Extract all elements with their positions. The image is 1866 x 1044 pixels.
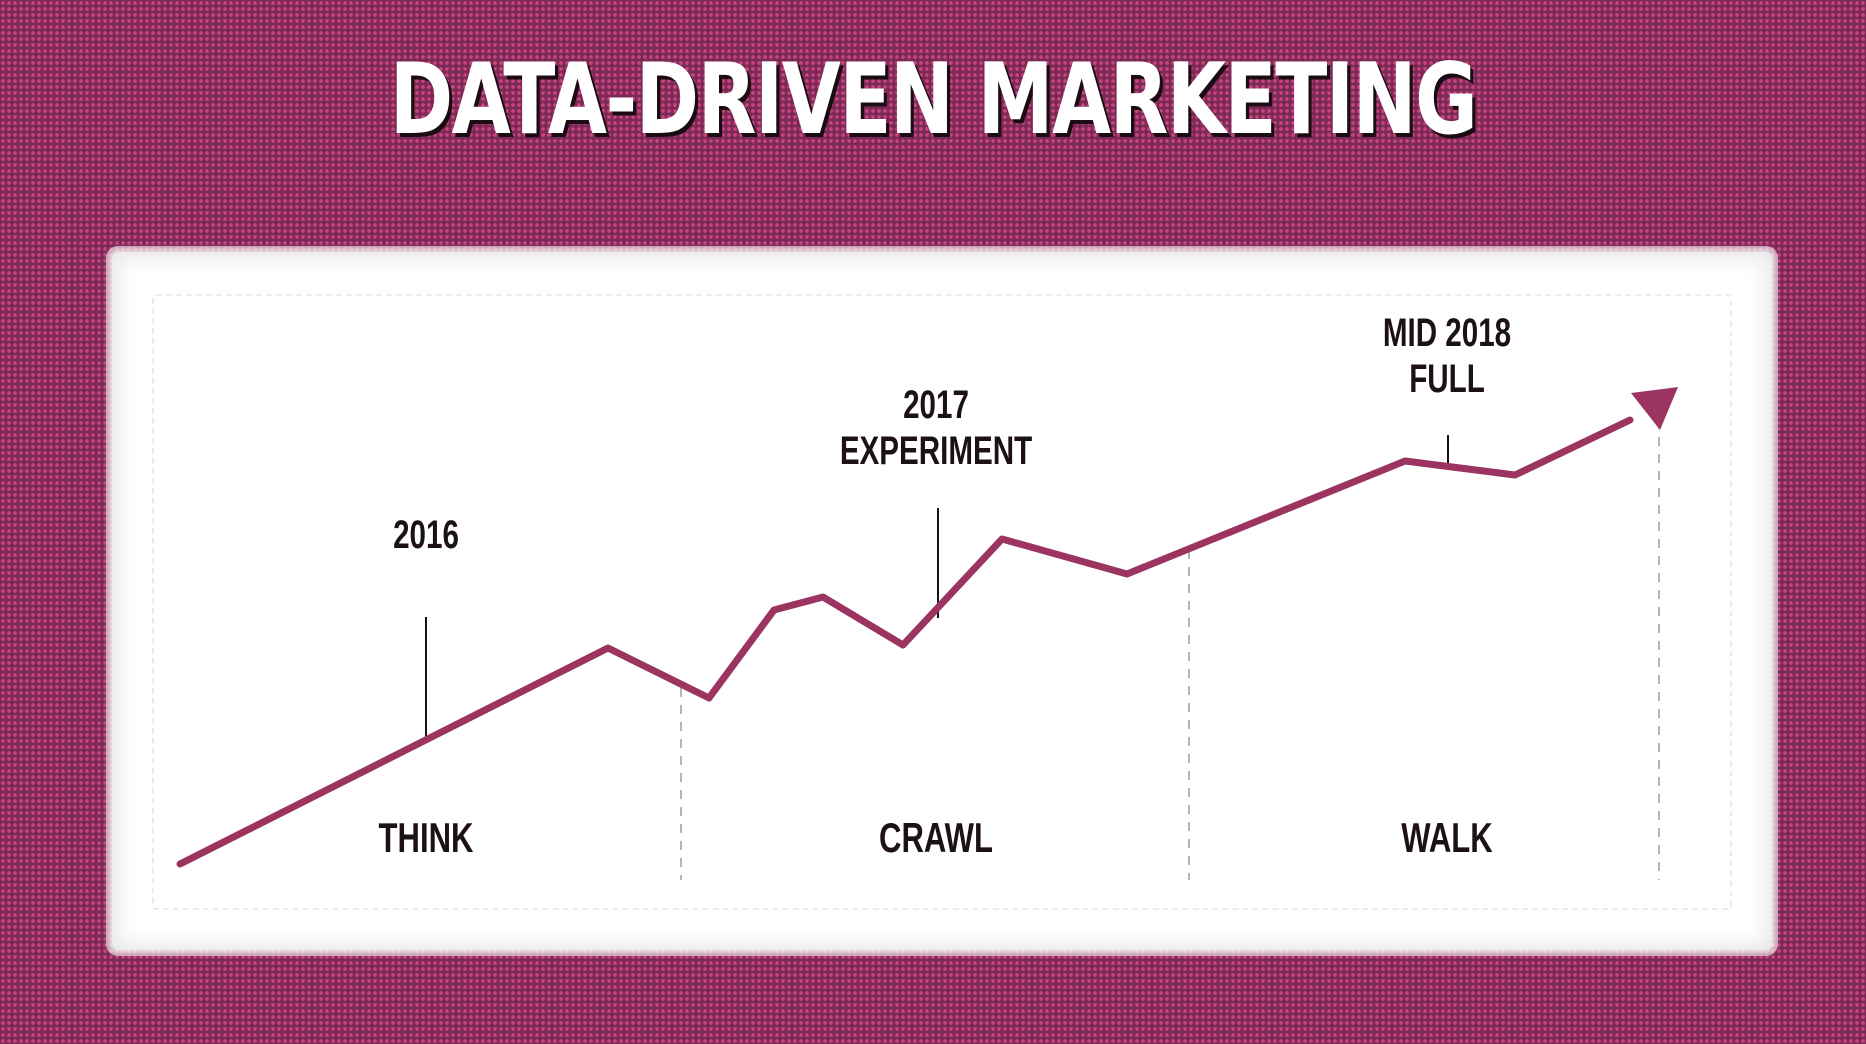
milestone-label-2018: MID 2018 FULL [1383, 311, 1511, 401]
phase-label-walk: WALK [1401, 814, 1493, 861]
trend-line [176, 416, 1634, 868]
milestone-label-2016: 2016 [393, 513, 459, 557]
page-title: DATA-DRIVEN MARKETING [389, 43, 1478, 157]
card-edge [152, 294, 1732, 910]
phase-label-think: THINK [379, 814, 474, 861]
arrow-head-icon [1631, 387, 1678, 430]
milestone-label-2017: 2017 EXPERIMENT [840, 383, 1033, 473]
phase-label-crawl: CRAWL [879, 814, 993, 861]
